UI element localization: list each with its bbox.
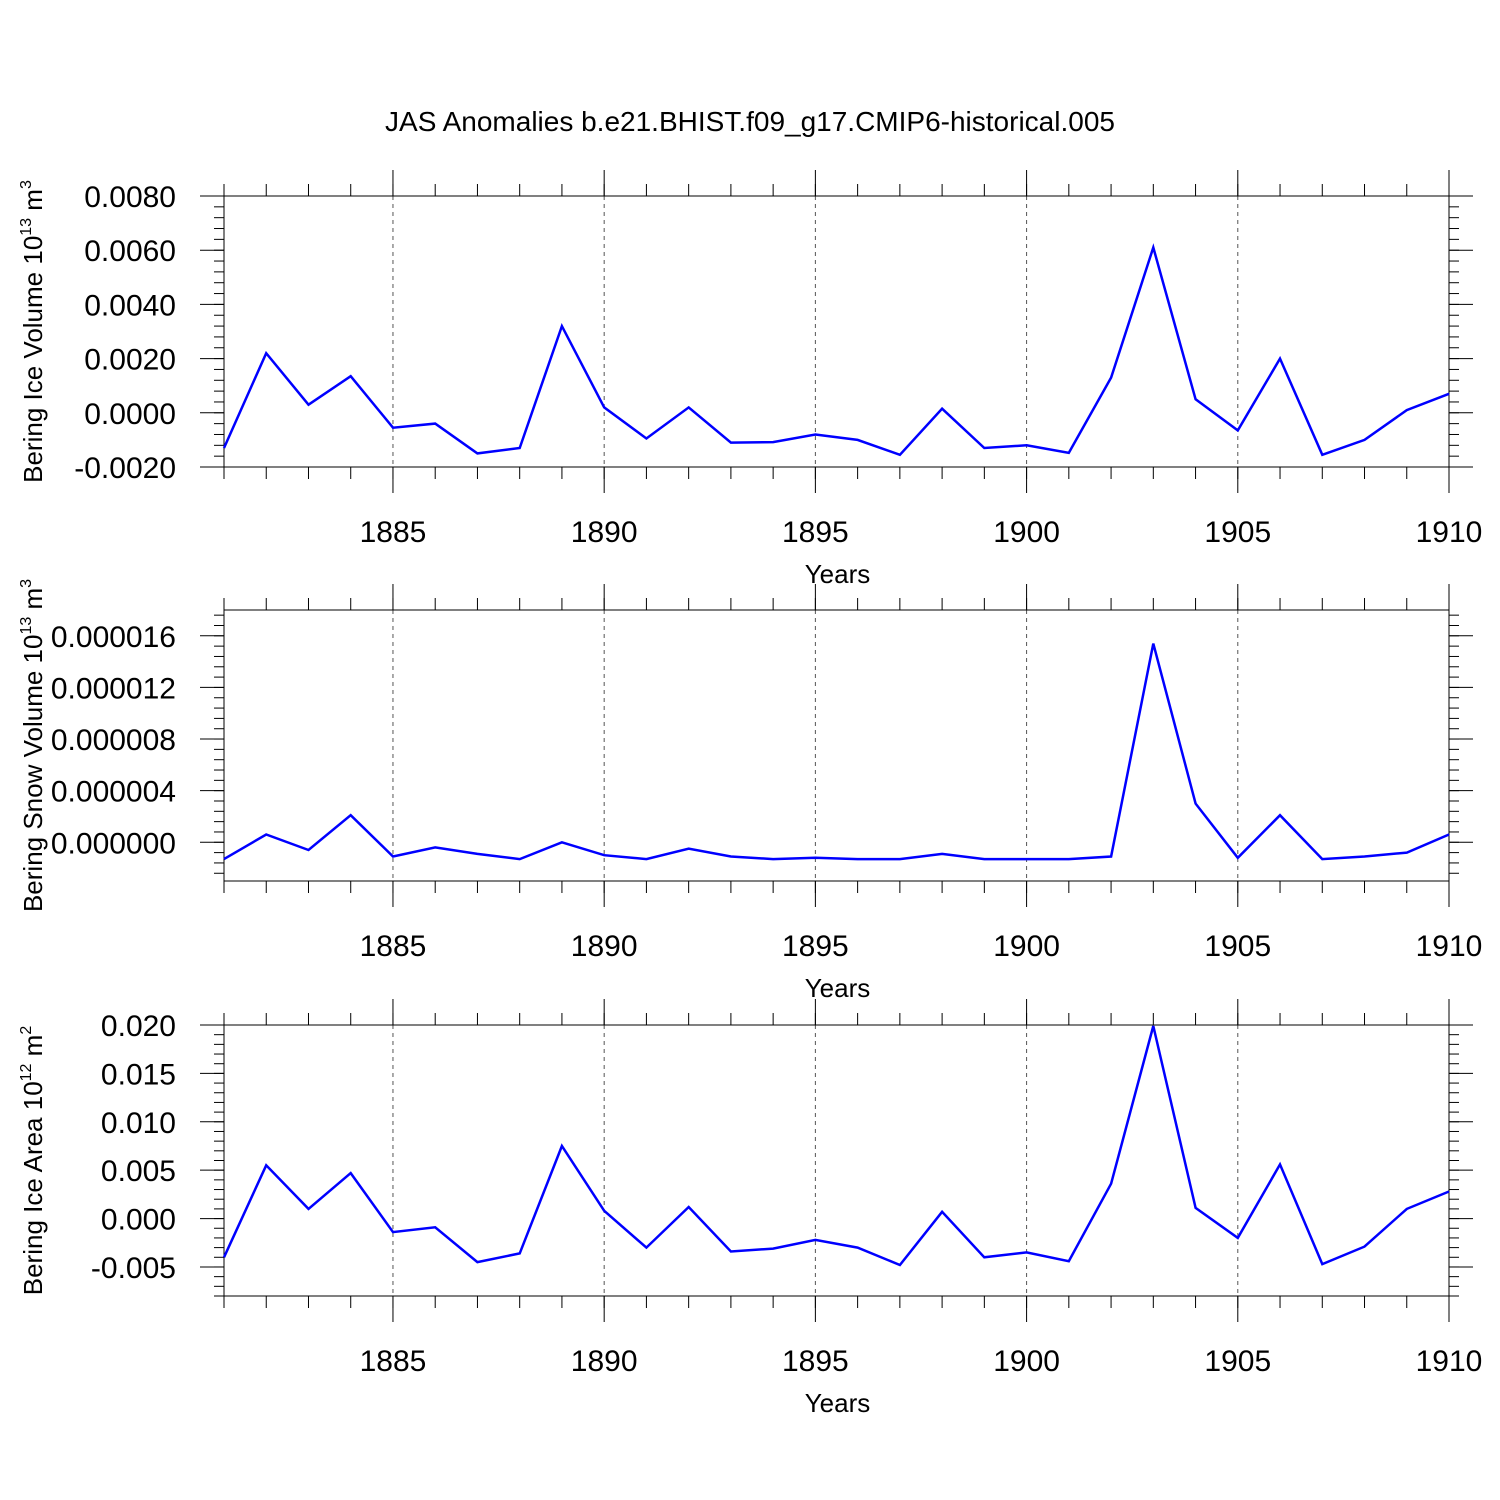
x-tick-label: 1910 — [1416, 516, 1483, 549]
y-tick-label: 0.010 — [101, 1107, 176, 1140]
figure-title: JAS Anomalies b.e21.BHIST.f09_g17.CMIP6-… — [385, 106, 1115, 137]
y-tick-label: 0.000012 — [51, 672, 176, 705]
y-tick-label: 0.000016 — [51, 621, 176, 654]
series-line — [222, 1025, 1450, 1267]
y-axis-label: Bering Snow Volume 1013 m3 — [18, 579, 48, 912]
y-axis-label: Bering Ice Area 1012 m2 — [18, 1026, 48, 1296]
y-tick-label: 0.0060 — [84, 235, 176, 268]
x-tick-label: 1905 — [1204, 930, 1271, 963]
x-tick-label: 1895 — [782, 516, 849, 549]
series-line — [223, 643, 1450, 861]
x-tick-label: 1905 — [1204, 516, 1271, 549]
x-tick-label: 1890 — [571, 516, 638, 549]
x-tick-label: 1900 — [993, 516, 1060, 549]
y-tick-label: 0.0000 — [84, 398, 176, 431]
x-axis-label: Years — [805, 973, 871, 1003]
y-tick-label: 0.000 — [101, 1204, 176, 1237]
y-tick-label: 0.0020 — [84, 344, 176, 377]
x-tick-label: 1900 — [993, 930, 1060, 963]
y-tick-label: -0.005 — [91, 1252, 176, 1285]
chart-panel-2: 0.000000 0.000004 0.000008 0.000012 0.000016… — [18, 579, 1482, 1003]
y-tick-label: 0.000004 — [51, 776, 176, 809]
x-tick-label: 1895 — [782, 930, 849, 963]
y-axis-label: Bering Ice Volume 1013 m3 — [18, 180, 48, 483]
y-tick-label: 0.000000 — [51, 827, 176, 860]
x-tick-label: 1895 — [782, 1345, 849, 1378]
y-tick-label: 0.0080 — [84, 181, 176, 214]
plot-frame — [223, 1024, 1450, 1297]
y-tick-label: 0.020 — [101, 1010, 176, 1043]
series-line — [222, 243, 1450, 457]
x-tick-label: 1885 — [360, 516, 427, 549]
y-tick-label: 0.000008 — [51, 724, 176, 757]
plot-frame — [223, 195, 1450, 468]
y-tick-label: 0.015 — [101, 1058, 176, 1091]
x-tick-label: 1885 — [360, 1345, 427, 1378]
panels: -0.0020 0.0000 0.0020 0.0040 0.0060 0.0080 188… — [18, 170, 1482, 1418]
x-tick-label: 1910 — [1416, 930, 1483, 963]
x-axis-label: Years — [805, 1388, 871, 1418]
chart-panel-3: -0.005 0.000 0.005 0.010 0.015 0.020 1885 1890 1… — [18, 999, 1482, 1418]
y-tick-label: 0.0040 — [84, 289, 176, 322]
chart-panel-1: -0.0020 0.0000 0.0020 0.0040 0.0060 0.0080 188… — [18, 170, 1482, 589]
x-tick-label: 1900 — [993, 1345, 1060, 1378]
plot-frame — [223, 609, 1450, 882]
y-tick-label: -0.0020 — [74, 452, 176, 485]
y-tick-label: 0.005 — [101, 1155, 176, 1188]
x-tick-label: 1885 — [360, 930, 427, 963]
x-tick-label: 1890 — [571, 930, 638, 963]
x-tick-label: 1890 — [571, 1345, 638, 1378]
x-tick-label: 1905 — [1204, 1345, 1271, 1378]
x-tick-label: 1910 — [1416, 1345, 1483, 1378]
x-axis-label: Years — [805, 559, 871, 589]
